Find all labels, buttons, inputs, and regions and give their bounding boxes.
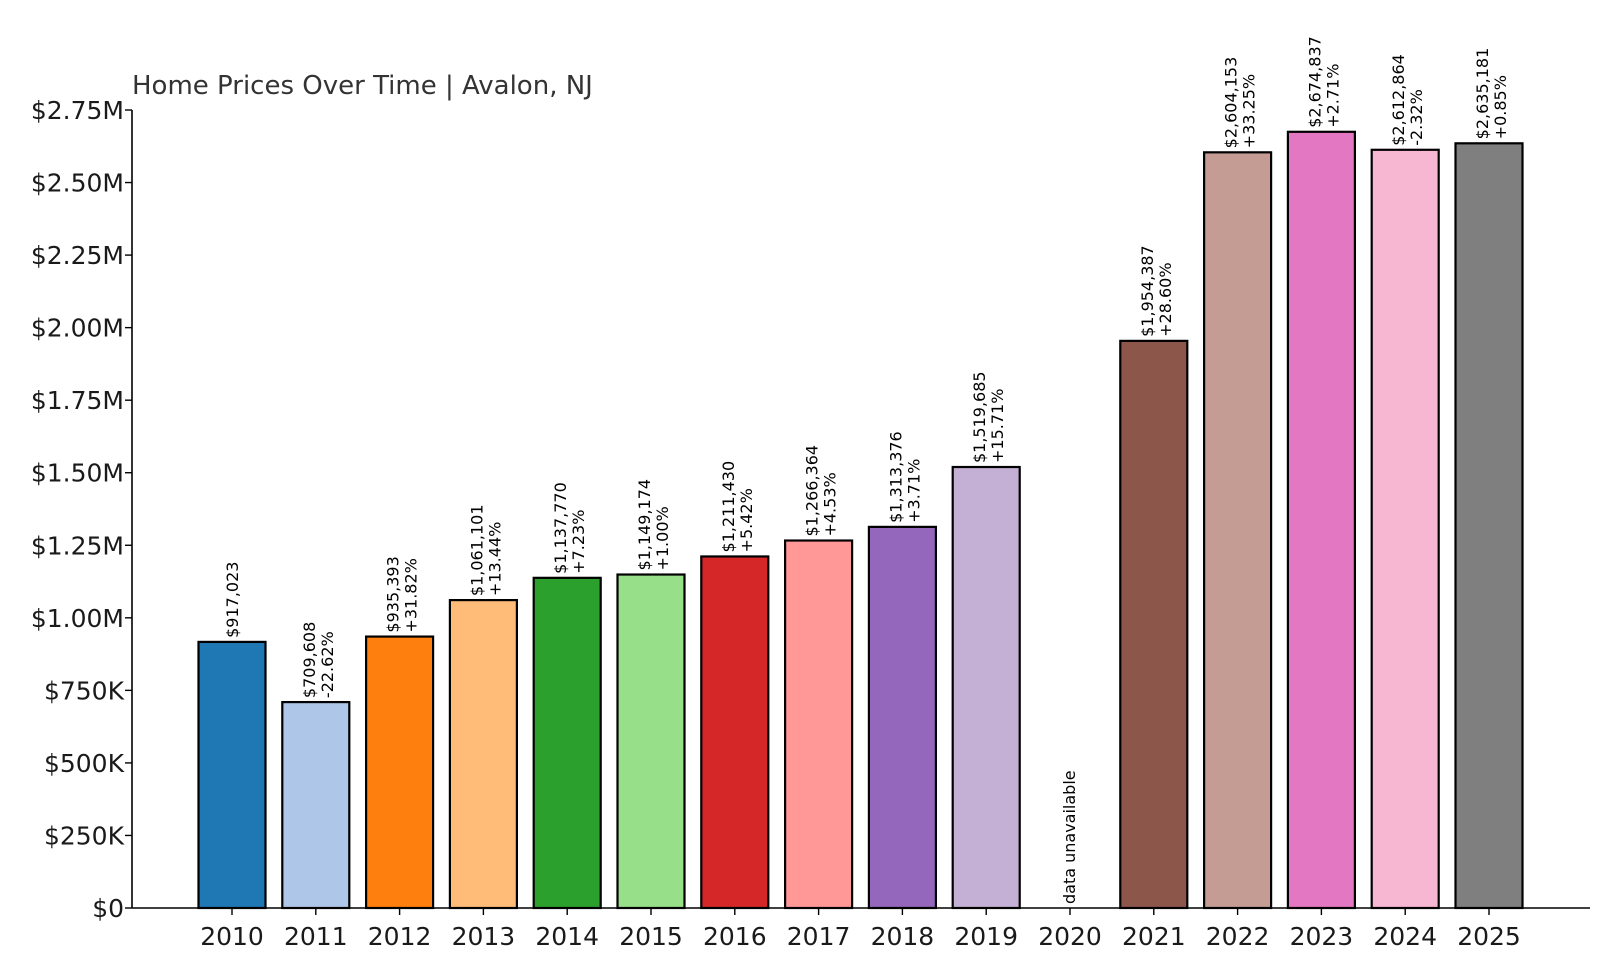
change-label: -2.32% xyxy=(1407,89,1426,146)
value-label: $917,023 xyxy=(223,562,242,638)
y-tick-label: $1.25M xyxy=(31,531,124,560)
chart-title: Home Prices Over Time | Avalon, NJ xyxy=(132,71,593,101)
value-label: $1,149,174 xyxy=(635,479,654,571)
value-label: $1,519,685 xyxy=(970,371,989,463)
bar-2018 xyxy=(867,525,938,910)
change-label: +13.44% xyxy=(485,522,504,596)
change-label: +1.00% xyxy=(653,506,672,570)
value-label: $1,954,387 xyxy=(1138,245,1157,337)
change-label: +15.71% xyxy=(988,389,1007,463)
change-label: +2.71% xyxy=(1323,64,1342,128)
value-label: $1,137,770 xyxy=(551,482,570,574)
y-tick-label: $1.75M xyxy=(31,386,124,415)
x-tick-label: 2018 xyxy=(871,922,935,951)
x-tick-label: 2023 xyxy=(1290,922,1354,951)
value-label: $2,604,153 xyxy=(1222,57,1241,149)
change-label: +0.85% xyxy=(1491,75,1510,139)
bar-2021 xyxy=(1119,339,1189,910)
change-label: +28.60% xyxy=(1156,262,1175,336)
bar-2017 xyxy=(783,539,854,910)
change-label: +7.23% xyxy=(569,510,588,574)
value-label: $1,211,430 xyxy=(719,461,738,553)
x-tick-label: 2020 xyxy=(1038,922,1102,951)
x-tick-label: 2017 xyxy=(787,922,851,951)
y-tick-label: $2.00M xyxy=(31,314,124,343)
change-label: +5.42% xyxy=(737,488,756,552)
y-tick-label: $1.50M xyxy=(31,459,124,488)
x-tick-label: 2011 xyxy=(284,922,348,951)
bar-2024 xyxy=(1370,148,1440,910)
x-tick-label: 2025 xyxy=(1457,922,1521,951)
x-tick-label: 2022 xyxy=(1206,922,1270,951)
bar-2013 xyxy=(448,598,518,910)
change-label: +31.82% xyxy=(402,558,421,632)
bar-2016 xyxy=(700,555,770,910)
bar-2011 xyxy=(281,700,351,910)
y-tick-label: $1.00M xyxy=(31,604,124,633)
bar-2015 xyxy=(616,573,686,910)
value-label: $1,313,376 xyxy=(886,431,905,523)
y-tick-label: $750K xyxy=(44,676,125,705)
x-tick-label: 2012 xyxy=(368,922,432,951)
change-label: +33.25% xyxy=(1240,74,1259,148)
bar-2012 xyxy=(365,635,435,910)
bar-2025 xyxy=(1454,142,1524,910)
bars-group xyxy=(197,130,1524,910)
x-tick-label: 2013 xyxy=(452,922,516,951)
x-tick-label: 2010 xyxy=(200,922,264,951)
bar-2023 xyxy=(1286,130,1357,910)
bar-2019 xyxy=(951,465,1021,910)
value-label: $709,608 xyxy=(300,622,319,698)
change-label: +3.71% xyxy=(904,459,923,523)
x-tick-label: 2014 xyxy=(535,922,599,951)
change-label: -22.62% xyxy=(318,631,337,698)
bar-2010 xyxy=(197,640,267,910)
y-tick-label: $2.75M xyxy=(31,96,124,125)
y-tick-label: $0 xyxy=(92,894,124,923)
x-tick-label: 2021 xyxy=(1122,922,1186,951)
x-tick-label: 2015 xyxy=(619,922,683,951)
bar-2022 xyxy=(1202,151,1273,910)
value-label: $1,266,364 xyxy=(803,445,822,537)
value-label: $935,393 xyxy=(384,556,403,632)
value-label: $2,612,864 xyxy=(1389,54,1408,146)
x-tick-label: 2019 xyxy=(954,922,1018,951)
value-label: $2,674,837 xyxy=(1305,36,1324,128)
y-tick-label: $250K xyxy=(44,821,125,850)
x-tick-label: 2024 xyxy=(1373,922,1437,951)
bar-2014 xyxy=(532,576,602,910)
bar-labels-group: $917,023 $709,608 -22.62% $935,393 +31.82% $1… xyxy=(223,36,1510,904)
y-axis: $0 $250K $500K $750K $1.00M $1.25M $1.50M $1.75… xyxy=(31,96,133,923)
x-tick-label: 2016 xyxy=(703,922,767,951)
value-label: $2,635,181 xyxy=(1473,48,1492,140)
value-label: $1,061,101 xyxy=(467,504,486,596)
y-tick-label: $500K xyxy=(44,749,125,778)
missing-data-label: data unavailable xyxy=(1060,770,1079,904)
y-tick-label: $2.50M xyxy=(31,169,124,198)
x-axis: 2010 2011 2012 2013 2014 2015 2016 2017 2018 2019… xyxy=(132,907,1590,951)
change-label: +4.53% xyxy=(821,472,840,536)
y-tick-label: $2.25M xyxy=(31,241,124,270)
